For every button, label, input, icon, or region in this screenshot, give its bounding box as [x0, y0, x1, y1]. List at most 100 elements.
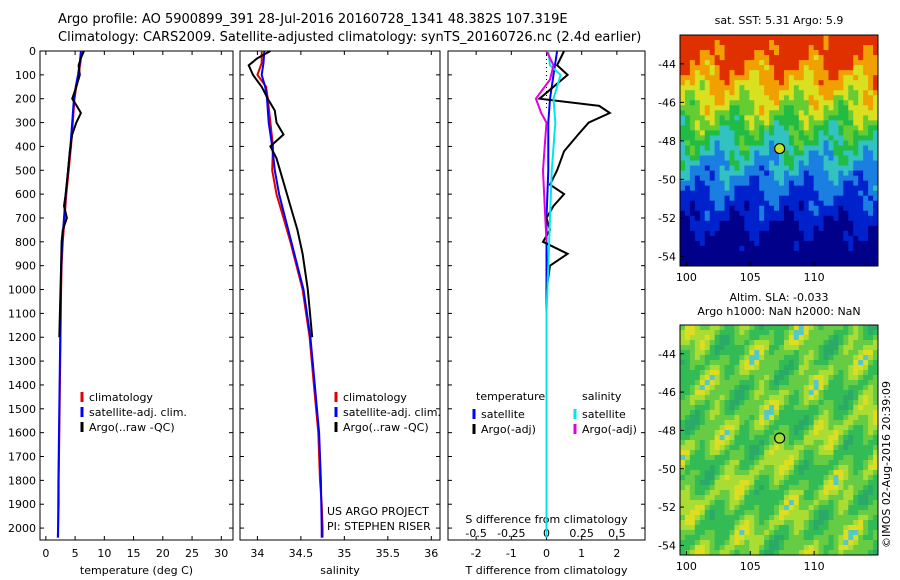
map-cell — [838, 510, 844, 516]
map-cell — [793, 340, 800, 346]
map-cell — [724, 145, 730, 151]
map-cell — [863, 435, 869, 441]
map-cell — [774, 405, 780, 411]
map-cell — [863, 145, 869, 151]
map-cell — [769, 450, 775, 456]
map-cell — [793, 50, 800, 56]
map-cell — [858, 55, 864, 61]
map-cell — [724, 420, 730, 426]
map-cell — [798, 325, 805, 331]
map-cell — [833, 235, 839, 242]
map-cell — [828, 245, 834, 252]
map-cell — [774, 35, 780, 41]
map-cell — [833, 495, 839, 501]
map-cell — [729, 435, 735, 441]
map-cell — [759, 365, 765, 371]
map-cell — [719, 75, 726, 81]
map-cell — [823, 120, 829, 126]
map-cell — [793, 80, 800, 86]
map-cell — [783, 460, 790, 466]
map-cell — [783, 85, 790, 91]
map-cell — [779, 125, 785, 131]
map-cell — [699, 390, 706, 396]
map-cell — [689, 365, 696, 371]
map-cell — [863, 60, 869, 66]
map-cell — [818, 355, 825, 361]
map-cell — [714, 335, 721, 341]
map-cell — [838, 360, 844, 366]
map-cell — [734, 90, 740, 96]
map-cell — [734, 65, 740, 71]
lat-tick-label: -52 — [658, 212, 676, 225]
lon-tick-label: 110 — [804, 560, 825, 573]
map-cell — [863, 130, 869, 136]
map-cell — [783, 340, 790, 346]
y-tick-label: 0 — [29, 45, 36, 58]
map-cell — [863, 160, 869, 167]
map-cell — [803, 450, 810, 456]
map-cell — [833, 330, 839, 336]
map-cell — [754, 145, 760, 151]
map-cell — [838, 340, 844, 346]
map-cell — [734, 445, 740, 451]
map-cell — [734, 535, 740, 541]
map-cell — [709, 470, 716, 476]
map-cell — [744, 535, 750, 541]
map-cell — [818, 530, 825, 536]
map-cell — [744, 200, 750, 207]
map-cell — [704, 250, 711, 257]
map-cell — [848, 485, 854, 491]
map-cell — [714, 410, 721, 416]
map-cell — [709, 95, 716, 101]
map-cell — [734, 490, 740, 496]
map-cell — [754, 330, 760, 336]
map-cell — [843, 175, 849, 182]
map-cell — [724, 240, 730, 247]
map-cell — [808, 250, 815, 257]
map-cell — [739, 110, 745, 116]
map-cell — [719, 440, 726, 446]
map-cell — [843, 145, 849, 151]
map-cell — [828, 45, 834, 51]
map-cell — [828, 40, 834, 46]
map-cell — [833, 100, 839, 106]
map-cell — [843, 95, 849, 101]
map-cell — [858, 530, 864, 536]
map-cell — [858, 355, 864, 361]
map-cell — [769, 50, 775, 56]
map-cell — [714, 65, 721, 71]
map-cell — [739, 175, 745, 182]
map-cell — [689, 340, 696, 346]
map-cell — [680, 195, 686, 202]
map-cell — [873, 435, 879, 441]
map-cell — [699, 100, 706, 106]
map-cell — [808, 115, 815, 121]
map-cell — [808, 505, 815, 511]
map-cell — [833, 535, 839, 541]
map-cell — [798, 210, 805, 217]
map-cell — [808, 500, 815, 506]
map-cell — [783, 260, 790, 267]
map-cell — [729, 75, 735, 81]
map-cell — [709, 465, 716, 471]
map-cell — [729, 90, 735, 96]
map-cell — [704, 170, 711, 177]
map-cell — [769, 70, 775, 76]
map-cell — [759, 375, 765, 381]
map-cell — [719, 185, 726, 192]
map-cell — [739, 140, 745, 146]
y-tick-label: 2000 — [8, 522, 36, 535]
map-cell — [848, 100, 854, 106]
map-cell — [739, 520, 745, 526]
map-cell — [749, 550, 755, 556]
map-cell — [729, 220, 735, 227]
map-cell — [749, 370, 755, 376]
map-cell — [684, 215, 691, 222]
map-cell — [694, 145, 701, 151]
map-cell — [759, 435, 765, 441]
map-cell — [744, 120, 750, 126]
map-cell — [828, 365, 834, 371]
map-cell — [863, 240, 869, 247]
map-cell — [734, 100, 740, 106]
map-cell — [709, 545, 716, 551]
